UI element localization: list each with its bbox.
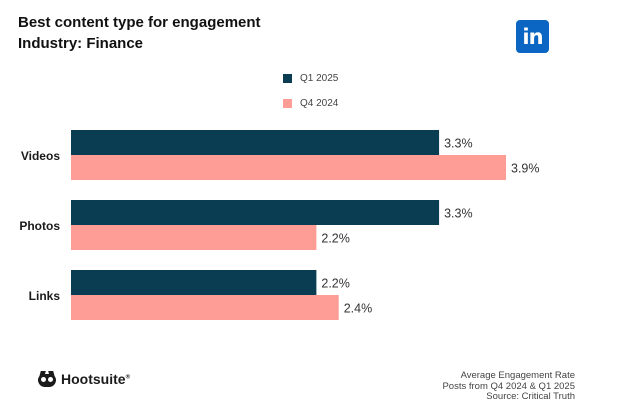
legend-label-q1: Q1 2025 xyxy=(300,72,339,84)
category-label-photos: Photos xyxy=(19,219,60,233)
hootsuite-owl-icon xyxy=(38,371,56,387)
legend-swatch-q1 xyxy=(283,73,292,83)
data-label-videos-q4-2024: 3.9% xyxy=(511,162,540,176)
legend-item-q4: Q4 2024 xyxy=(283,94,338,112)
bar-videos-q1-2025 xyxy=(71,130,440,155)
data-label-links-q4-2024: 2.4% xyxy=(344,302,373,316)
data-label-links-q1-2025: 2.2% xyxy=(321,277,350,291)
data-label-photos-q1-2025: 3.3% xyxy=(444,207,473,221)
legend-label-q4: Q4 2024 xyxy=(300,97,339,109)
bar-links-q4-2024 xyxy=(71,295,339,320)
bar-links-q1-2025 xyxy=(71,270,317,295)
chart-subtitle: Industry: Finance xyxy=(18,35,144,52)
chart-title: Best content type for engagement xyxy=(18,14,261,31)
data-label-videos-q1-2025: 3.3% xyxy=(444,137,473,151)
legend: Q1 2025 Q4 2024 xyxy=(283,69,338,119)
bar-photos-q4-2024 xyxy=(71,225,317,250)
legend-item-q1: Q1 2025 xyxy=(283,69,338,87)
footer-line-metric: Average Engagement Rate xyxy=(460,370,575,381)
category-label-videos: Videos xyxy=(21,149,60,163)
category-label-links: Links xyxy=(29,289,61,303)
chart-footer: Average Engagement Rate Posts from Q4 20… xyxy=(442,370,575,403)
footer-line-period: Posts from Q4 2024 & Q1 2025 xyxy=(442,380,575,392)
brand-name: Hootsuite® xyxy=(61,371,130,387)
data-label-photos-q4-2024: 2.2% xyxy=(321,232,350,246)
linkedin-icon: in xyxy=(516,20,549,53)
hootsuite-brand: Hootsuite® xyxy=(38,371,130,387)
bar-photos-q1-2025 xyxy=(71,200,440,225)
bar-videos-q4-2024 xyxy=(71,155,506,180)
legend-swatch-q4 xyxy=(283,98,292,108)
footer-line-source: Source: Critical Truth xyxy=(486,391,575,402)
